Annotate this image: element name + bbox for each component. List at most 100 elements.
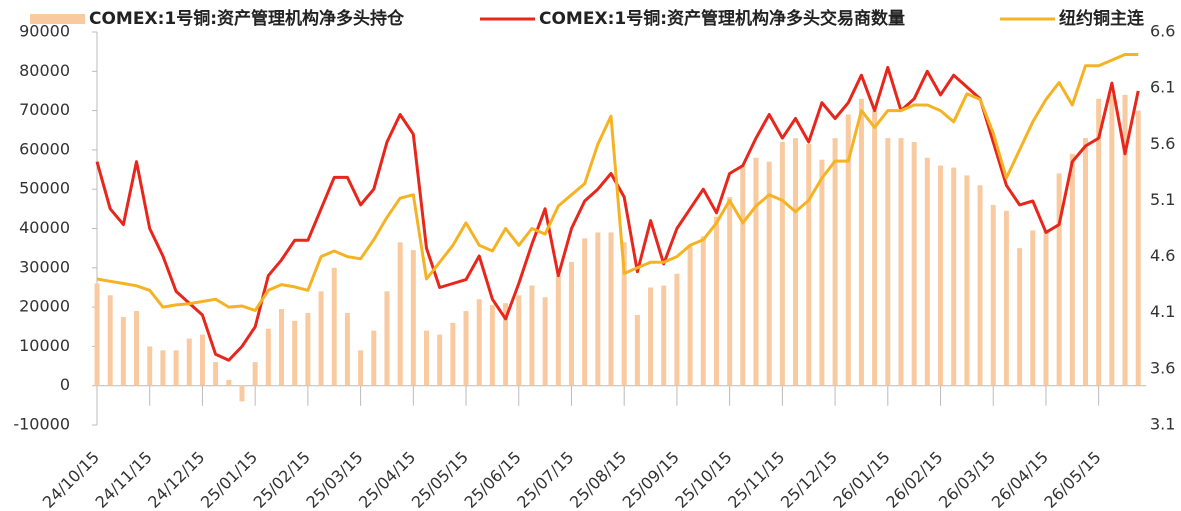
bar [107, 295, 113, 386]
y2-tick-label: 4.6 [1150, 246, 1175, 265]
bar [160, 350, 166, 386]
bar [213, 362, 219, 386]
bar [766, 161, 772, 386]
y2-tick-label: 5.6 [1150, 134, 1175, 153]
bar [951, 167, 957, 386]
bar [779, 142, 785, 386]
bar [186, 338, 192, 386]
y-tick-label: 20000 [19, 297, 70, 316]
legend-label: COMEX:1号铜:资产管理机构净多头交易商数量 [539, 8, 905, 29]
y-tick-label: 30000 [19, 257, 70, 276]
bar [516, 295, 522, 386]
bar [595, 232, 601, 386]
y2-tick-label: 6.1 [1150, 78, 1175, 97]
y-tick-label: 90000 [19, 22, 70, 41]
bar [872, 110, 878, 386]
bar [727, 197, 733, 386]
bar [621, 242, 627, 386]
bar [1030, 230, 1036, 386]
legend-swatch [30, 14, 85, 24]
bar [898, 138, 904, 386]
bar [503, 303, 509, 386]
y-tick-label: 40000 [19, 218, 70, 237]
bar [832, 138, 838, 386]
bar [199, 334, 205, 386]
y2-tick-label: 5.1 [1150, 190, 1175, 209]
bar [1043, 230, 1049, 386]
bar [542, 297, 548, 386]
y-tick-label: 60000 [19, 139, 70, 158]
y2-tick-label: 6.6 [1150, 22, 1175, 41]
bar [1056, 173, 1062, 386]
bar [1096, 98, 1102, 386]
bar [384, 291, 390, 386]
bar [806, 144, 812, 386]
bar [661, 285, 667, 386]
bar [687, 246, 693, 386]
bar [410, 250, 416, 386]
bar [753, 157, 759, 386]
bar [424, 330, 429, 386]
bar [173, 350, 179, 386]
bar [858, 98, 864, 386]
bar [437, 334, 443, 386]
bar [331, 267, 337, 386]
bar [977, 185, 983, 386]
bar [845, 114, 851, 386]
bar [94, 283, 100, 386]
bar [648, 287, 654, 386]
bar [344, 312, 350, 386]
bar [938, 165, 944, 386]
bar [555, 275, 561, 386]
bar [120, 316, 126, 386]
bar [305, 312, 311, 386]
bar [990, 204, 996, 386]
y-tick-label: 70000 [19, 100, 70, 119]
bar [252, 362, 258, 386]
bar [1017, 248, 1023, 386]
legend-label: 纽约铜主连 [1059, 8, 1145, 29]
bar [1122, 94, 1128, 386]
bar [1135, 110, 1141, 386]
bar [608, 232, 614, 386]
bar [911, 142, 917, 386]
y2-tick-label: 3.1 [1150, 415, 1175, 434]
bar [885, 138, 891, 386]
bar [371, 330, 377, 386]
legend-label: COMEX:1号铜:资产管理机构净多头持仓 [89, 8, 405, 29]
y2-tick-label: 4.1 [1150, 302, 1175, 321]
bar [713, 216, 719, 386]
bar [292, 320, 298, 386]
bar [147, 346, 153, 386]
bar [700, 236, 706, 386]
line [96, 53, 1139, 312]
bar [582, 238, 588, 386]
bar [239, 385, 245, 402]
bar [924, 157, 930, 386]
bar [634, 314, 640, 386]
bar [397, 242, 403, 386]
bar [819, 159, 825, 386]
bar [740, 165, 746, 386]
y-tick-label: -10000 [13, 415, 70, 434]
x-tick-label: 26/05/15 [1040, 448, 1104, 511]
bar [265, 328, 271, 386]
y-tick-label: 10000 [19, 336, 70, 355]
y-tick-label: 50000 [19, 179, 70, 198]
y-tick-label: 80000 [19, 61, 70, 80]
bar [279, 309, 285, 386]
y-tick-label: 0 [60, 375, 70, 394]
bar [358, 350, 364, 386]
bar [1109, 94, 1115, 386]
bar [1003, 210, 1009, 386]
bar [226, 379, 232, 386]
bar [568, 261, 574, 386]
bar [529, 285, 535, 386]
bar [964, 175, 970, 386]
bar [793, 138, 799, 386]
bar [489, 305, 495, 386]
bar [134, 311, 140, 386]
bar [1069, 153, 1075, 386]
bar [318, 291, 324, 386]
